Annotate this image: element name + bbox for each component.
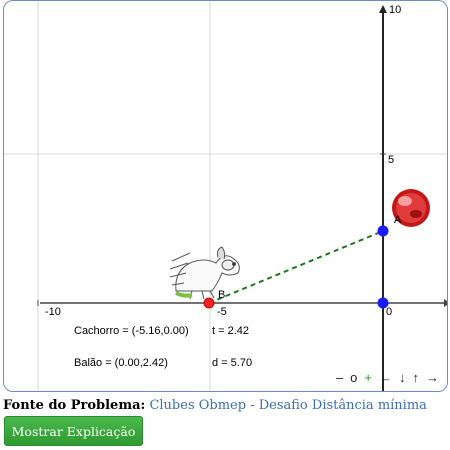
distance-readout: d = 5.70 [212, 357, 253, 369]
time-readout: t = 2.42 [212, 325, 250, 337]
problem-source: Fonte do Problema: Clubes Obmep - Desafi… [3, 398, 427, 413]
x-axis-arrow [444, 299, 447, 307]
x-tick-label: -10 [45, 306, 61, 318]
balloon-point[interactable] [377, 225, 389, 237]
distance-segment [208, 230, 384, 304]
point-B-label: B [218, 289, 225, 301]
source-label: Fonte do Problema: [3, 398, 146, 413]
zoom-in-button[interactable]: + [364, 370, 372, 385]
pan-left-button[interactable]: ← [379, 370, 392, 385]
balloon-coordinates: Balão = (0.00,2.42) [74, 357, 168, 369]
view-navigation: – o + ← ↓ ↑ → [336, 370, 439, 385]
graph-canvas[interactable]: -10 -5 0 5 10 A B [4, 1, 448, 392]
point-A-label: A [394, 214, 402, 226]
dog-image [169, 246, 240, 300]
dog-point[interactable] [203, 297, 215, 309]
x-tick-label: -5 [217, 306, 227, 318]
y-axis-arrow [379, 5, 387, 13]
pan-down-button[interactable]: ↓ [399, 370, 406, 385]
x-tick-label: 0 [386, 306, 392, 318]
origin-point[interactable] [377, 297, 389, 309]
zoom-out-button[interactable]: – [335, 370, 344, 385]
show-explanation-button[interactable]: Mostrar Explicação [4, 416, 143, 446]
source-link[interactable]: Clubes Obmep - Desafio Distância mínima [149, 398, 427, 413]
grid [4, 1, 447, 391]
reset-view-button[interactable]: o [350, 370, 358, 385]
pan-right-button[interactable]: → [426, 370, 439, 385]
y-tick-label: 5 [388, 154, 394, 166]
pan-up-button[interactable]: ↑ [412, 370, 420, 385]
geogebra-applet[interactable]: -10 -5 0 5 10 A B Cachorro = [3, 0, 448, 392]
balloon-image [392, 189, 430, 227]
y-tick-label: 10 [389, 4, 401, 16]
dog-coordinates: Cachorro = (-5.16,0.00) [74, 325, 189, 337]
